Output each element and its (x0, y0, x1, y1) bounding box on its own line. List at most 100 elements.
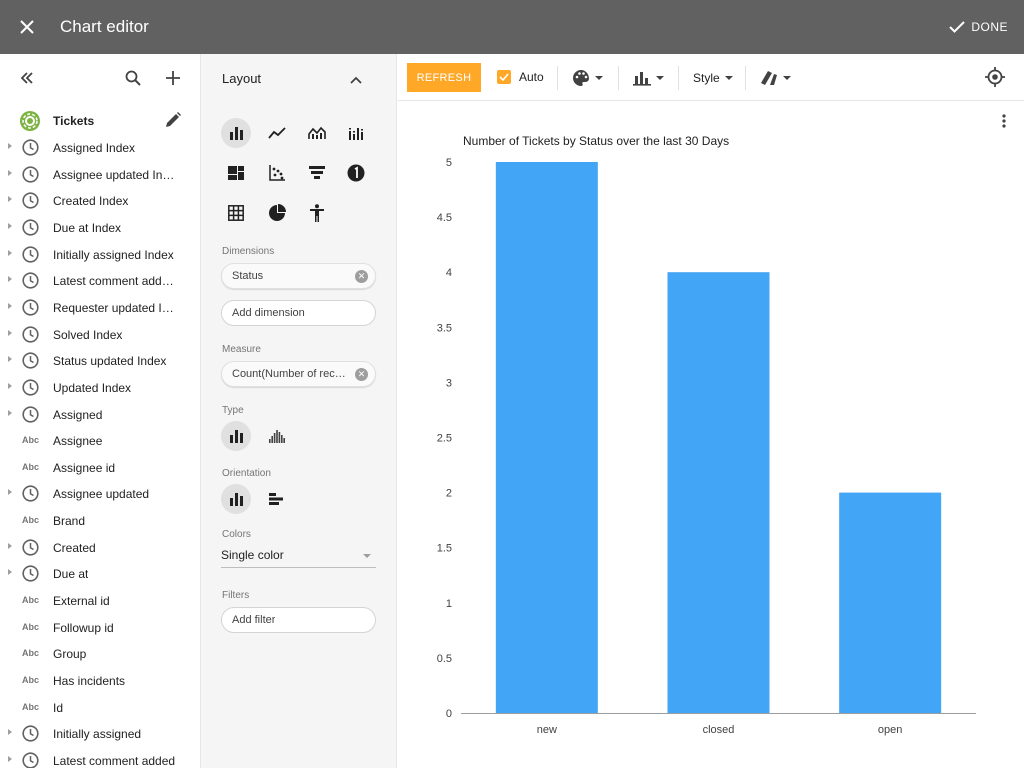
expand-triangle-icon[interactable] (8, 755, 12, 762)
field-label: Assignee updated Index (53, 167, 180, 182)
search-button[interactable] (123, 68, 143, 88)
field-item[interactable]: Initially assigned (0, 720, 200, 747)
pie-chart-icon (269, 204, 286, 221)
chart-type-person[interactable] (302, 198, 332, 228)
add-filter-label: Add filter (232, 614, 276, 626)
field-item[interactable]: Assignee updated (0, 480, 200, 507)
field-item[interactable]: Status updated Index (0, 347, 200, 374)
field-item[interactable]: Latest comment added (0, 747, 200, 768)
y-tick-label: 1.5 (437, 543, 452, 555)
add-dimension-button[interactable]: Add dimension (221, 300, 376, 326)
y-tick-label: 3.5 (437, 322, 452, 334)
collapse-layout-button[interactable] (350, 71, 362, 89)
orientation-horizontal[interactable] (262, 484, 292, 514)
field-item[interactable]: Due at Index (0, 214, 200, 241)
field-item[interactable]: Abc Group (0, 640, 200, 667)
done-button[interactable]: DONE (949, 0, 1008, 54)
expand-triangle-icon[interactable] (8, 249, 12, 256)
measure-label: Measure (222, 344, 261, 355)
expand-triangle-icon[interactable] (8, 196, 12, 203)
chart-type-area[interactable] (302, 118, 332, 148)
close-button[interactable] (0, 0, 54, 54)
clock-icon (22, 325, 39, 343)
expand-triangle-icon[interactable] (8, 489, 12, 496)
chart-type-single-value[interactable] (341, 158, 371, 188)
field-item[interactable]: Initially assigned Index (0, 241, 200, 268)
field-item[interactable]: Solved Index (0, 321, 200, 348)
field-label: Due at (53, 567, 89, 582)
field-item[interactable]: Abc Assignee id (0, 454, 200, 481)
expand-triangle-icon[interactable] (8, 302, 12, 309)
refresh-button[interactable]: REFRESH (407, 63, 481, 92)
expand-triangle-icon[interactable] (8, 569, 12, 576)
theme-menu-button[interactable] (760, 68, 791, 88)
expand-triangle-icon[interactable] (8, 329, 12, 336)
chart-type-multi-bar[interactable] (341, 118, 371, 148)
locate-button[interactable] (985, 67, 1005, 87)
chart-type-scatter[interactable] (262, 158, 292, 188)
expand-triangle-icon[interactable] (8, 382, 12, 389)
chart-type-treemap[interactable] (221, 158, 251, 188)
field-item[interactable]: Created (0, 534, 200, 561)
chart-type-line[interactable] (262, 118, 292, 148)
edit-data-source-button[interactable] (164, 111, 182, 134)
clock-icon (22, 752, 39, 768)
field-item[interactable]: Due at (0, 560, 200, 587)
colors-select[interactable]: Single color (221, 544, 376, 568)
expand-triangle-icon[interactable] (8, 542, 12, 549)
check-icon (949, 21, 966, 33)
clock-icon (22, 245, 39, 263)
bar-chart: Number of Tickets by Status over the las… (437, 134, 976, 736)
field-item[interactable]: Abc Brand (0, 507, 200, 534)
auto-checkbox[interactable] (497, 70, 511, 84)
orientation-vertical[interactable] (221, 484, 251, 514)
type-grouped-bar[interactable] (221, 421, 251, 451)
expand-triangle-icon[interactable] (8, 276, 12, 283)
field-item[interactable]: Requester updated Ind… (0, 294, 200, 321)
expand-triangle-icon[interactable] (8, 409, 12, 416)
field-item[interactable]: Assigned Index (0, 134, 200, 161)
caret-down-icon (724, 76, 733, 80)
expand-triangle-icon[interactable] (8, 143, 12, 149)
field-item[interactable]: Abc External id (0, 587, 200, 614)
expand-triangle-icon[interactable] (8, 729, 12, 736)
caret-down-icon (783, 76, 791, 80)
toolbar-divider (678, 66, 679, 90)
field-item[interactable]: Assigned (0, 401, 200, 428)
style-menu-button[interactable]: Style (693, 68, 733, 88)
data-source-row[interactable]: Tickets (0, 108, 200, 134)
chart-type-table[interactable] (221, 198, 251, 228)
search-icon (125, 70, 141, 86)
collapse-panel-button[interactable] (17, 68, 37, 88)
expand-triangle-icon[interactable] (8, 356, 12, 363)
type-histogram[interactable] (262, 421, 292, 451)
expand-triangle-icon[interactable] (8, 169, 12, 176)
dimension-chip-status[interactable]: Status ✕ (221, 263, 376, 289)
field-item[interactable]: Abc Assignee (0, 427, 200, 454)
dimensions-label: Dimensions (222, 246, 275, 257)
remove-chip-icon[interactable]: ✕ (355, 270, 368, 283)
chart-type-funnel[interactable] (302, 158, 332, 188)
field-item[interactable]: Latest comment adde… (0, 267, 200, 294)
chart-type-bar[interactable] (221, 118, 251, 148)
chart-type-pie[interactable] (262, 198, 292, 228)
expand-triangle-icon[interactable] (8, 222, 12, 229)
measure-chip-count[interactable]: Count(Number of records) ✕ (221, 361, 376, 387)
chart-more-menu-button[interactable] (1002, 114, 1006, 133)
clock-icon (22, 379, 39, 396)
add-field-button[interactable] (163, 68, 183, 88)
text-type-icon: Abc (22, 461, 40, 472)
remove-chip-icon[interactable]: ✕ (355, 368, 368, 381)
chart-type-menu-button[interactable] (633, 68, 664, 88)
palette-menu-button[interactable] (572, 68, 603, 88)
field-item[interactable]: Updated Index (0, 374, 200, 401)
add-filter-button[interactable]: Add filter (221, 607, 376, 633)
y-tick-label: 0 (446, 708, 452, 720)
field-item[interactable]: Abc Has incidents (0, 667, 200, 694)
field-item[interactable]: Abc Id (0, 694, 200, 721)
field-item[interactable]: Assignee updated Index (0, 161, 200, 188)
field-item[interactable]: Abc Followup id (0, 614, 200, 641)
clock-icon (22, 139, 39, 156)
field-item[interactable]: Created Index (0, 187, 200, 214)
clock-icon (22, 166, 39, 183)
